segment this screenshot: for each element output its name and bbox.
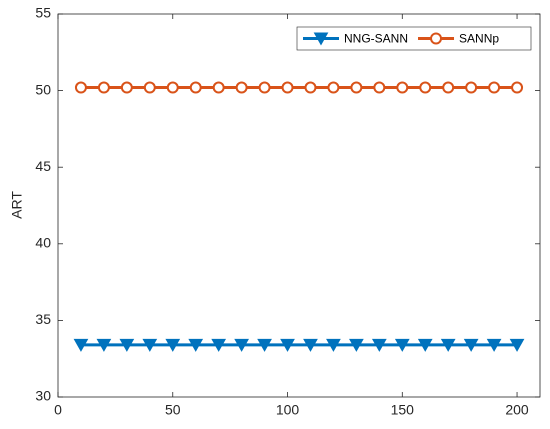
- data-point: [188, 338, 204, 352]
- y-tick-label: 30: [35, 388, 51, 404]
- x-tick-label: 50: [165, 402, 181, 418]
- data-point: [488, 81, 501, 94]
- data-point: [189, 81, 202, 94]
- y-tick-label: 45: [35, 158, 51, 174]
- x-tick-label: 100: [276, 402, 300, 418]
- data-point: [304, 81, 317, 94]
- data-point: [96, 338, 112, 352]
- x-tick-label: 0: [54, 402, 62, 418]
- y-tick-label: 40: [35, 235, 51, 251]
- data-point: [327, 81, 340, 94]
- legend-label: SANNp: [459, 32, 499, 46]
- data-point: [234, 338, 249, 352]
- data-point: [326, 338, 341, 352]
- data-point: [417, 338, 433, 352]
- data-point: [373, 81, 386, 94]
- data-point: [371, 338, 387, 352]
- data-point: [440, 338, 456, 352]
- data-point: [235, 81, 248, 94]
- legend-marker: [313, 32, 329, 46]
- data-point: [143, 81, 156, 94]
- data-point: [257, 338, 272, 352]
- data-point: [394, 338, 410, 352]
- data-point: [281, 81, 294, 94]
- plot-area: [57, 13, 541, 398]
- data-point: [97, 81, 110, 94]
- data-point: [258, 81, 271, 94]
- legend-marker: [430, 32, 443, 45]
- data-point: [212, 81, 225, 94]
- data-point: [74, 81, 87, 94]
- x-tick-label: 200: [505, 402, 529, 418]
- data-point: [396, 81, 409, 94]
- legend-box: [296, 26, 532, 51]
- x-tick-label: 150: [391, 402, 415, 418]
- data-point: [349, 338, 364, 352]
- data-point: [166, 81, 179, 94]
- y-axis-label: ART: [9, 191, 25, 219]
- data-point: [119, 338, 135, 352]
- y-tick-label: 55: [35, 5, 51, 21]
- data-point: [486, 338, 502, 352]
- data-point: [509, 338, 525, 352]
- data-point: [511, 81, 524, 94]
- data-point: [280, 338, 295, 352]
- data-point: [165, 338, 181, 352]
- data-point: [303, 338, 318, 352]
- data-point: [463, 338, 479, 352]
- y-tick-label: 50: [35, 81, 51, 97]
- data-point: [120, 81, 133, 94]
- data-point: [211, 338, 227, 352]
- legend-label: NNG-SANN: [344, 32, 408, 46]
- data-point: [442, 81, 455, 94]
- data-point: [142, 338, 158, 352]
- data-point: [350, 81, 363, 94]
- data-point: [419, 81, 432, 94]
- y-tick-label: 35: [35, 311, 51, 327]
- data-point: [465, 81, 478, 94]
- data-point: [73, 338, 89, 352]
